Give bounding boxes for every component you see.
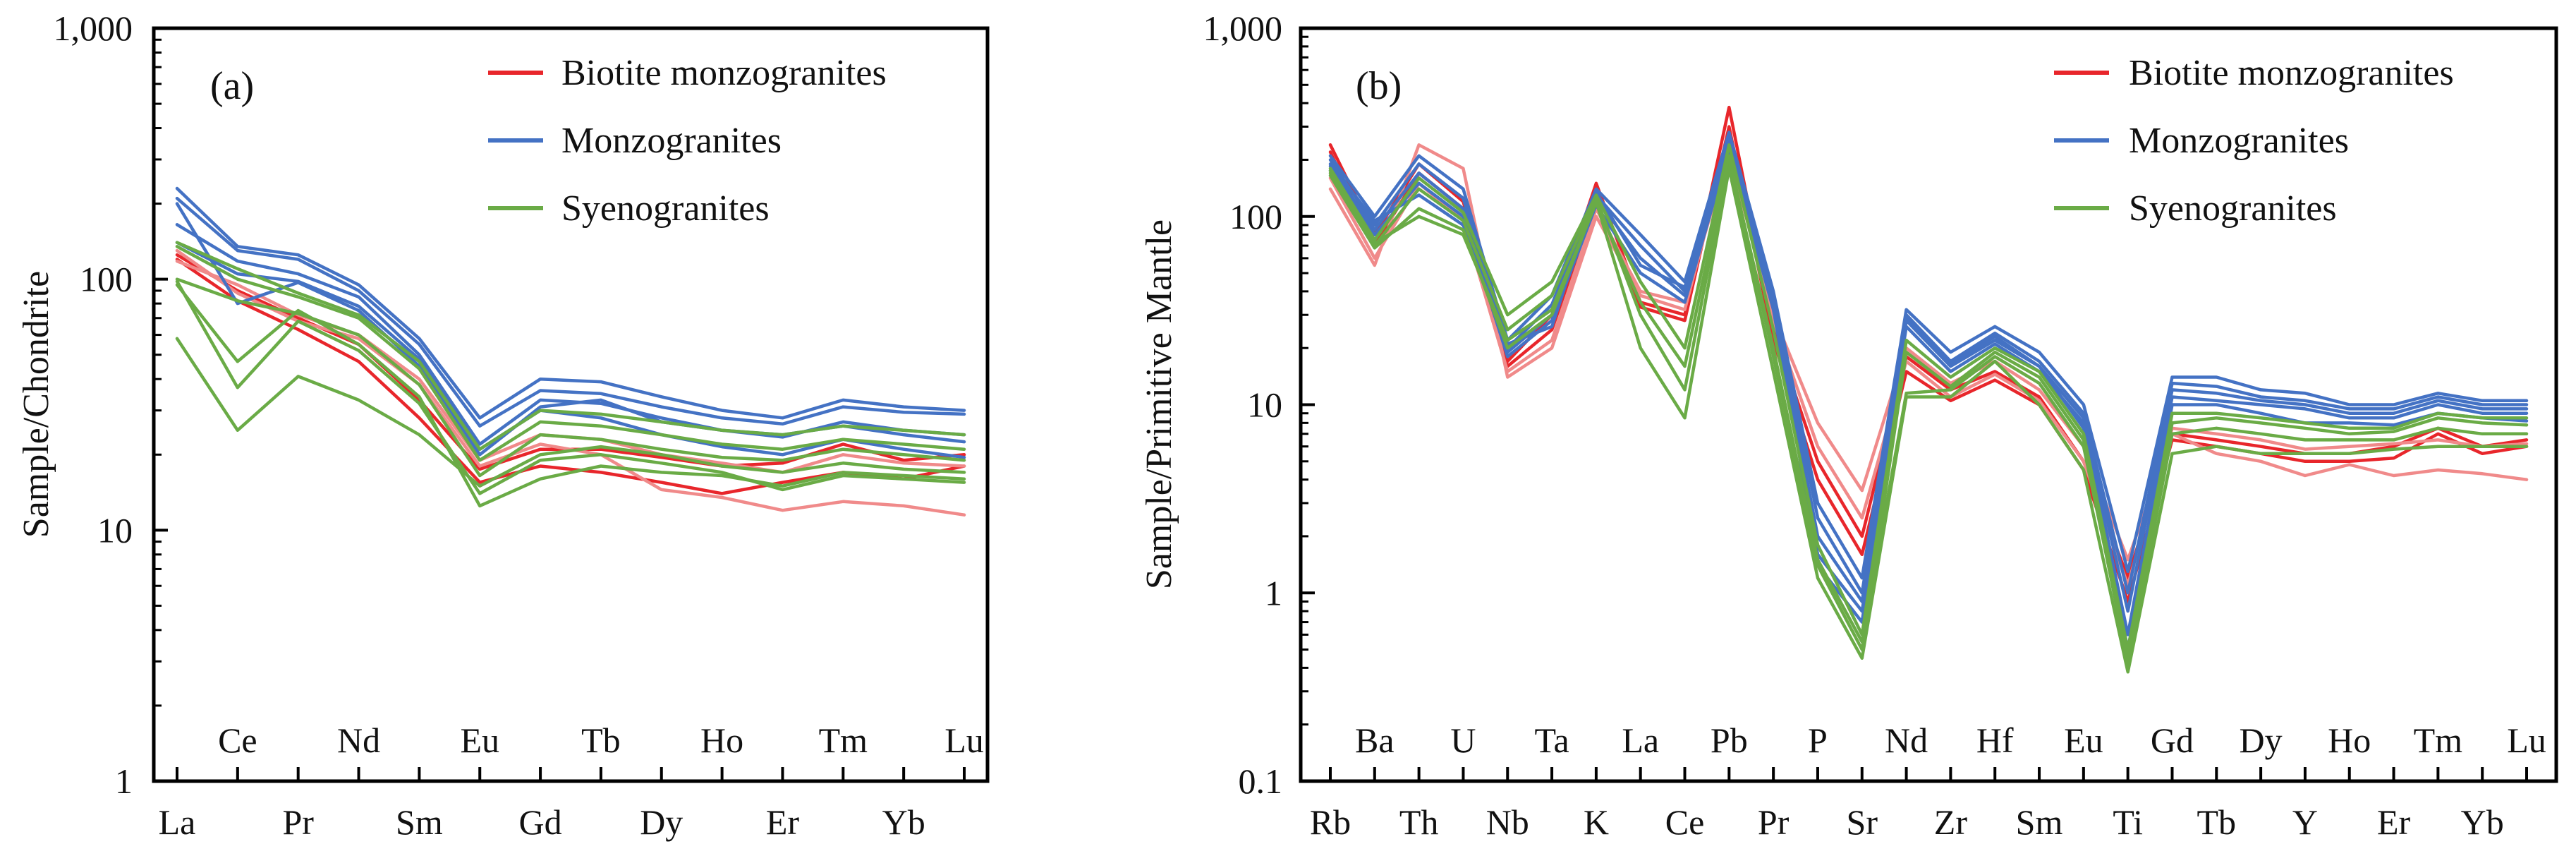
primitive-mantle-x-ticks: Rb Ba Th U Nb Ta K La Ce Pb Pr P Sr Nd Zr Hf Sm Eu Ti Gd Tb D… (1310, 720, 2546, 842)
chondrite-xtick-label-nd: Nd (337, 720, 380, 760)
chondrite-xtick-label-er: Er (766, 802, 800, 842)
chondrite-xtick-label-yb: Yb (882, 802, 925, 842)
primitive-mantle-series-monzogranites-9 (1328, 140, 2529, 651)
primitive-mantle-xtick-label-pr: Pr (1758, 802, 1790, 842)
primitive-mantle-xtick-label-tm: Tm (2414, 720, 2463, 760)
chondrite-panel-label: (a) (210, 64, 254, 108)
chondrite-legend: Biotite monzogranites Monzogranites Syenog… (488, 53, 887, 229)
primitive-mantle-xtick-label-zr: Zr (1934, 802, 1968, 842)
primitive-mantle-ytick-label: 1 (1265, 573, 1282, 612)
chondrite-xtick-label-lu: Lu (944, 720, 984, 760)
primitive-mantle-series-biotite-monzogranites-2 (1328, 125, 2529, 603)
primitive-mantle-xtick-label-ho: Ho (2328, 720, 2371, 760)
chondrite-series-monzogranites-7 (175, 223, 966, 446)
chondrite-legend-label-syenogranites: Syenogranites (561, 188, 770, 229)
chondrite-ytick-label: 1 (115, 761, 133, 801)
primitive-mantle-ytick-label: 1,000 (1203, 8, 1283, 48)
chondrite-xtick-label-pr: Pr (282, 802, 314, 842)
primitive-mantle-series-monzogranites-5 (1328, 131, 2529, 580)
primitive-mantle-xtick-label-rb: Rb (1310, 802, 1351, 842)
chondrite-panel: 1 10 100 1,000 La Ce Pr Nd Sm Eu Gd Tb Dy Ho Er Tm Yb Lu… (16, 8, 990, 842)
primitive-mantle-xtick-label-lu: Lu (2507, 720, 2546, 760)
primitive-mantle-series-monzogranites-8 (1328, 147, 2529, 636)
primitive-mantle-series-monzogranites-7 (1328, 143, 2529, 613)
primitive-mantle-xtick-label-u: U (1450, 720, 1476, 760)
primitive-mantle-xtick-label-ti: Ti (2113, 802, 2143, 842)
chondrite-legend-label-biotite-monzogranites: Biotite monzogranites (561, 53, 887, 93)
primitive-mantle-xtick-label-pb: Pb (1711, 720, 1748, 760)
primitive-mantle-legend-label-monzogranites: Monzogranites (2129, 121, 2349, 161)
chondrite-y-ticks: 1 10 100 1,000 (54, 8, 168, 801)
primitive-mantle-xtick-label-ta: Ta (1534, 720, 1569, 760)
primitive-mantle-xtick-label-gd: Gd (2151, 720, 2194, 760)
primitive-mantle-xtick-label-sr: Sr (1847, 802, 1878, 842)
primitive-mantle-xtick-label-la: La (1622, 720, 1659, 760)
chondrite-xtick-label-sm: Sm (396, 802, 443, 842)
primitive-mantle-xtick-label-sm: Sm (2016, 802, 2063, 842)
chondrite-xtick-label-gd: Gd (519, 802, 562, 842)
chondrite-series-syenogranites-15 (175, 279, 966, 495)
primitive-mantle-legend-label-biotite-monzogranites: Biotite monzogranites (2129, 53, 2454, 93)
primitive-mantle-xtick-label-y: Y (2292, 802, 2318, 842)
primitive-mantle-series-layer (1328, 105, 2529, 674)
primitive-mantle-xtick-label-yb: Yb (2461, 802, 2504, 842)
primitive-mantle-panel-label: (b) (1356, 64, 1402, 108)
chondrite-xtick-label-eu: Eu (460, 720, 499, 760)
chondrite-legend-label-monzogranites: Monzogranites (561, 121, 782, 161)
chondrite-series-syenogranites-10 (175, 241, 966, 451)
primitive-mantle-series-syenogranites-10 (1328, 143, 2529, 651)
primitive-mantle-ytick-label: 100 (1229, 197, 1282, 236)
primitive-mantle-series-biotite-monzogranites-4 (1328, 150, 2529, 587)
primitive-mantle-xtick-label-er: Er (2377, 802, 2411, 842)
chondrite-xtick-label-dy: Dy (640, 802, 683, 842)
primitive-mantle-xtick-label-hf: Hf (1976, 720, 2014, 760)
primitive-mantle-series-syenogranites-11 (1328, 158, 2529, 660)
primitive-mantle-ytick-label: 10 (1247, 385, 1282, 425)
chondrite-plot-frame (152, 26, 990, 783)
primitive-mantle-xtick-label-ba: Ba (1355, 720, 1395, 760)
primitive-mantle-y-ticks: 0.1 1 10 100 1,000 (1203, 8, 1315, 801)
chondrite-series-monzogranites-5 (175, 186, 966, 420)
primitive-mantle-legend: Biotite monzogranites Monzogranites Syenog… (2054, 53, 2454, 229)
primitive-mantle-ytick-label: 0.1 (1239, 761, 1283, 801)
chondrite-ytick-label: 1,000 (54, 8, 133, 48)
chondrite-series-syenogranites-13 (175, 283, 966, 508)
primitive-mantle-xtick-label-nd: Nd (1885, 720, 1928, 760)
chondrite-xtick-label-ce: Ce (218, 720, 257, 760)
chondrite-xtick-label-tb: Tb (581, 720, 621, 760)
primitive-mantle-panel: 0.1 1 10 100 1,000 Rb Ba Th U Nb Ta K La Ce Pb Pr P Sr Nd… (1139, 8, 2558, 842)
chondrite-ytick-label: 100 (80, 260, 133, 299)
chondrite-series-monzogranites-6 (175, 196, 966, 428)
primitive-mantle-legend-label-syenogranites: Syenogranites (2129, 188, 2337, 229)
primitive-mantle-xtick-label-ce: Ce (1665, 802, 1705, 842)
primitive-mantle-xtick-label-tb: Tb (2197, 802, 2237, 842)
chondrite-y-axis-title: Sample/Chondrite (16, 271, 56, 538)
primitive-mantle-xtick-label-nb: Nb (1486, 802, 1529, 842)
primitive-mantle-xtick-label-dy: Dy (2240, 720, 2283, 760)
primitive-mantle-series-syenogranites-13 (1328, 154, 2529, 665)
primitive-mantle-y-axis-title: Sample/Primitive Mantle (1139, 219, 1179, 589)
primitive-mantle-xtick-label-k: K (1584, 802, 1609, 842)
chondrite-series-syenogranites-14 (175, 337, 966, 488)
primitive-mantle-xtick-label-p: P (1808, 720, 1828, 760)
chondrite-x-ticks: La Ce Pr Nd Sm Eu Gd Tb Dy Ho Er Tm Yb Lu (159, 720, 984, 842)
chondrite-series-syenogranites-11 (175, 245, 966, 462)
chondrite-xtick-label-tm: Tm (819, 720, 868, 760)
chondrite-xtick-label-la: La (159, 802, 196, 842)
primitive-mantle-xtick-label-th: Th (1399, 802, 1439, 842)
chondrite-series-layer (175, 186, 966, 517)
chondrite-xtick-label-ho: Ho (700, 720, 743, 760)
chondrite-ytick-label: 10 (97, 510, 133, 550)
primitive-mantle-xtick-label-eu: Eu (2064, 720, 2103, 760)
primitive-mantle-series-biotite-monzogranites-3 (1328, 140, 2529, 562)
primitive-mantle-series-syenogranites-12 (1328, 167, 2529, 674)
